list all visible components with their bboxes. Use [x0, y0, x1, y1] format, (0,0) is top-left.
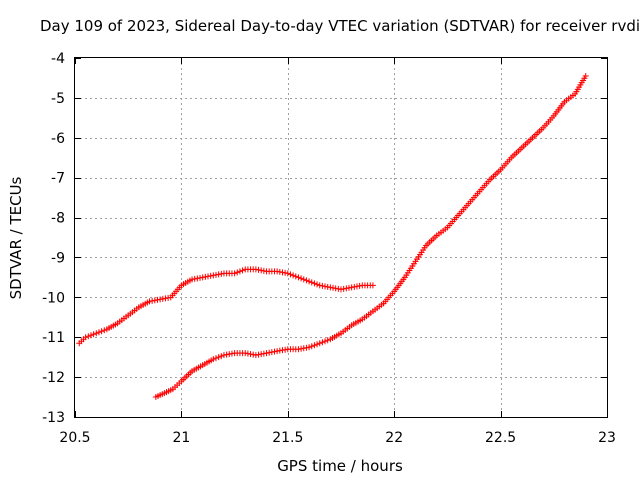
data-point	[218, 353, 225, 360]
data-point	[311, 280, 318, 287]
y-tick-label: -10	[42, 290, 65, 306]
data-point	[234, 269, 241, 276]
data-point	[292, 273, 299, 280]
data-point	[322, 338, 329, 345]
data-point	[582, 72, 589, 79]
y-tick-label: -6	[51, 131, 65, 147]
y-tick-label: -5	[51, 91, 65, 107]
x-tick-labels: 20.5 21 21.5 22 22.5 23	[59, 430, 616, 446]
y-axis-label: SDTVAR / TECUs	[7, 176, 25, 299]
data-point	[314, 341, 321, 348]
y-tick-label: -9	[51, 250, 65, 266]
data-point	[90, 331, 97, 338]
y-tick-label: -11	[42, 330, 65, 346]
data-point	[95, 329, 102, 336]
data-point	[319, 339, 326, 346]
x-tick-label: 21.5	[272, 430, 303, 446]
chart-title: Day 109 of 2023, Sidereal Day-to-day VTE…	[40, 17, 640, 35]
series-segment-2	[152, 72, 589, 401]
data-markers	[76, 72, 589, 401]
data-point	[308, 279, 315, 286]
y-tick-label: -7	[51, 171, 65, 187]
data-point	[284, 270, 291, 277]
grid-lines	[75, 58, 607, 417]
data-point	[215, 354, 222, 361]
x-tick-label: 21	[172, 430, 190, 446]
data-point	[210, 356, 217, 363]
data-point	[82, 334, 89, 341]
data-point	[212, 355, 219, 362]
y-tick-labels: -4 -5 -6 -7 -8 -9 -10 -11 -12 -13	[42, 51, 65, 426]
data-point	[316, 340, 323, 347]
x-tick-label: 22	[385, 430, 403, 446]
data-point	[295, 274, 302, 281]
data-point	[303, 277, 310, 284]
data-point	[87, 332, 94, 339]
data-point	[101, 327, 108, 334]
data-point	[369, 282, 376, 289]
data-point	[98, 328, 105, 335]
data-point	[314, 281, 321, 288]
data-point	[308, 343, 315, 350]
x-axis-label: GPS time / hours	[277, 457, 403, 475]
y-tick-label: -4	[51, 51, 65, 67]
data-point	[290, 272, 297, 279]
plot-frame	[74, 57, 608, 418]
y-tick-label: -13	[42, 410, 65, 426]
data-point	[239, 267, 246, 274]
data-point	[85, 333, 92, 340]
data-point	[306, 344, 313, 351]
data-point	[306, 278, 313, 285]
data-point	[287, 271, 294, 278]
x-tick-label: 23	[598, 430, 616, 446]
data-point	[231, 270, 238, 277]
axis-ticks	[75, 58, 608, 418]
y-tick-label: -12	[42, 370, 65, 386]
data-point	[298, 275, 305, 282]
x-tick-label: 20.5	[59, 430, 90, 446]
data-point	[300, 276, 307, 283]
data-point	[93, 330, 100, 337]
y-tick-label: -8	[51, 211, 65, 227]
x-tick-label: 22.5	[485, 430, 516, 446]
data-point	[324, 337, 331, 344]
data-point	[311, 342, 318, 349]
data-point	[236, 268, 243, 275]
series-segment-1	[76, 266, 376, 347]
